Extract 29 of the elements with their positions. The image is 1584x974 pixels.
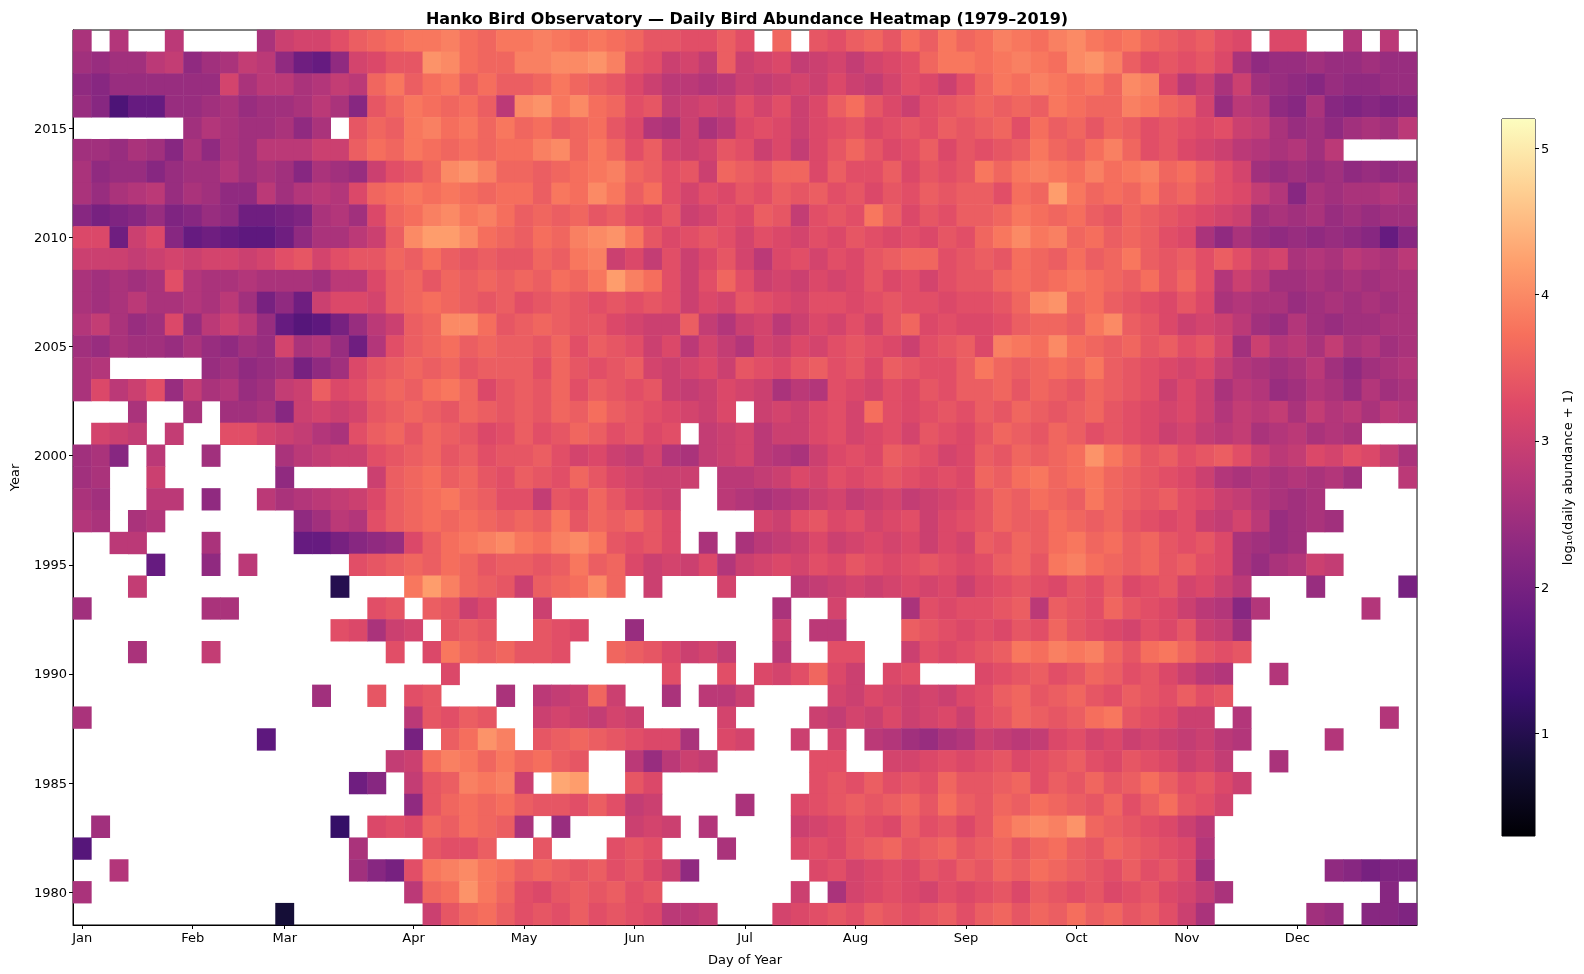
x-tick-label: Dec xyxy=(1284,930,1310,945)
y-axis-title: Year xyxy=(7,463,22,493)
x-tick-label: Mar xyxy=(272,930,298,945)
x-tick-label: May xyxy=(510,930,538,945)
y-tick-label: 1985 xyxy=(33,775,67,791)
color-bar-label: 5 xyxy=(1541,140,1550,156)
color-bar-label: 2 xyxy=(1541,579,1550,595)
x-tick-label: Nov xyxy=(1174,930,1200,945)
chart-title: Hanko Bird Observatory — Daily Bird Abundance Heatmap (1979–2019) xyxy=(425,8,1069,28)
color-bar-title: log₁₀(daily abundance + 1) xyxy=(1560,389,1575,566)
x-tick-label: Jan xyxy=(71,930,93,945)
x-tick-label: Jul xyxy=(736,930,753,945)
color-bar-label: 3 xyxy=(1541,433,1550,449)
y-tick-label: 1990 xyxy=(33,666,67,682)
x-tick-label: Jun xyxy=(623,930,645,945)
x-axis-title: Day of Year xyxy=(708,952,783,967)
y-tick-label: 2005 xyxy=(33,339,67,355)
y-tick-label: 1980 xyxy=(33,884,67,900)
y-tick-label: 2000 xyxy=(33,448,67,464)
y-tick-label: 1995 xyxy=(33,557,67,573)
x-tick-label: Aug xyxy=(842,930,869,945)
color-bar-label: 4 xyxy=(1541,287,1550,303)
x-tick-label: Feb xyxy=(181,930,205,945)
y-tick-label: 2010 xyxy=(33,229,67,245)
x-tick-label: Apr xyxy=(402,930,426,945)
y-tick-label: 2015 xyxy=(33,120,67,136)
x-tick-label: Oct xyxy=(1065,930,1088,945)
x-tick-label: Sep xyxy=(953,930,979,945)
color-bar-label: 1 xyxy=(1541,726,1550,742)
